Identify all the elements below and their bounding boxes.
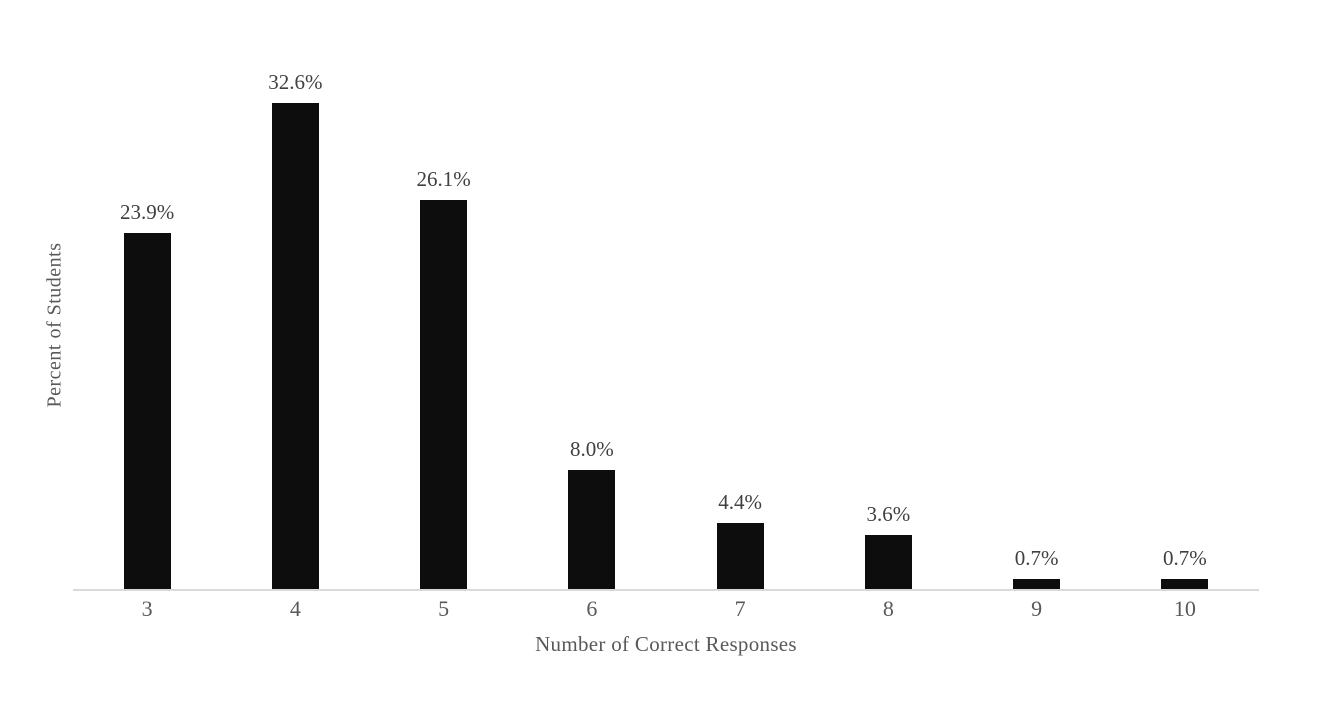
- bar-value-label-8: 3.6%: [866, 502, 911, 526]
- bar-column-7: 4.4%: [666, 60, 814, 589]
- bar-value-label-5: 26.1%: [416, 167, 471, 191]
- x-tick-label-7: 7: [734, 596, 746, 621]
- bar-value-label-10: 0.7%: [1163, 546, 1207, 570]
- bar-column-8: 3.6%: [814, 60, 962, 589]
- bar-9: [1013, 579, 1061, 589]
- plot-area: 23.9% 32.6% 26.1% 8.0% 4.4% 3.6% 0.7% 0.7%: [73, 60, 1259, 591]
- y-axis-title: Percent of Students: [43, 242, 66, 408]
- bar-4: [271, 103, 319, 589]
- x-tick-label-10: 10: [1173, 596, 1196, 621]
- x-tick-label-5: 5: [438, 596, 450, 621]
- bar-8: [864, 535, 912, 589]
- x-tick-label-8: 8: [882, 596, 894, 621]
- bar-value-label-7: 4.4%: [718, 490, 762, 514]
- bar-column-6: 8.0%: [518, 60, 666, 589]
- bar-column-3: 23.9%: [73, 60, 221, 589]
- bar-6: [568, 470, 616, 589]
- bar-value-label-6: 8.0%: [570, 437, 614, 461]
- bar-column-9: 0.7%: [963, 60, 1111, 589]
- bar-column-5: 26.1%: [370, 60, 518, 589]
- bar-value-label-9: 0.7%: [1014, 546, 1059, 570]
- x-tick-label-4: 4: [289, 596, 301, 621]
- bar-3: [123, 233, 171, 589]
- bar-5: [420, 200, 468, 589]
- x-axis-category-row: 3 4 5 6 7 8 9 10: [73, 596, 1259, 622]
- x-tick-label-6: 6: [586, 596, 598, 621]
- x-tick-label-9: 9: [1031, 596, 1043, 621]
- bar-column-4: 32.6%: [221, 60, 369, 589]
- x-tick-label-3: 3: [141, 596, 153, 621]
- bar-10: [1161, 579, 1209, 589]
- bar-value-label-3: 23.9%: [120, 200, 175, 224]
- bar-value-label-4: 32.6%: [268, 70, 323, 94]
- bar-7: [716, 523, 764, 589]
- x-axis-title: Number of Correct Responses: [535, 632, 797, 656]
- bar-column-10: 0.7%: [1111, 60, 1259, 589]
